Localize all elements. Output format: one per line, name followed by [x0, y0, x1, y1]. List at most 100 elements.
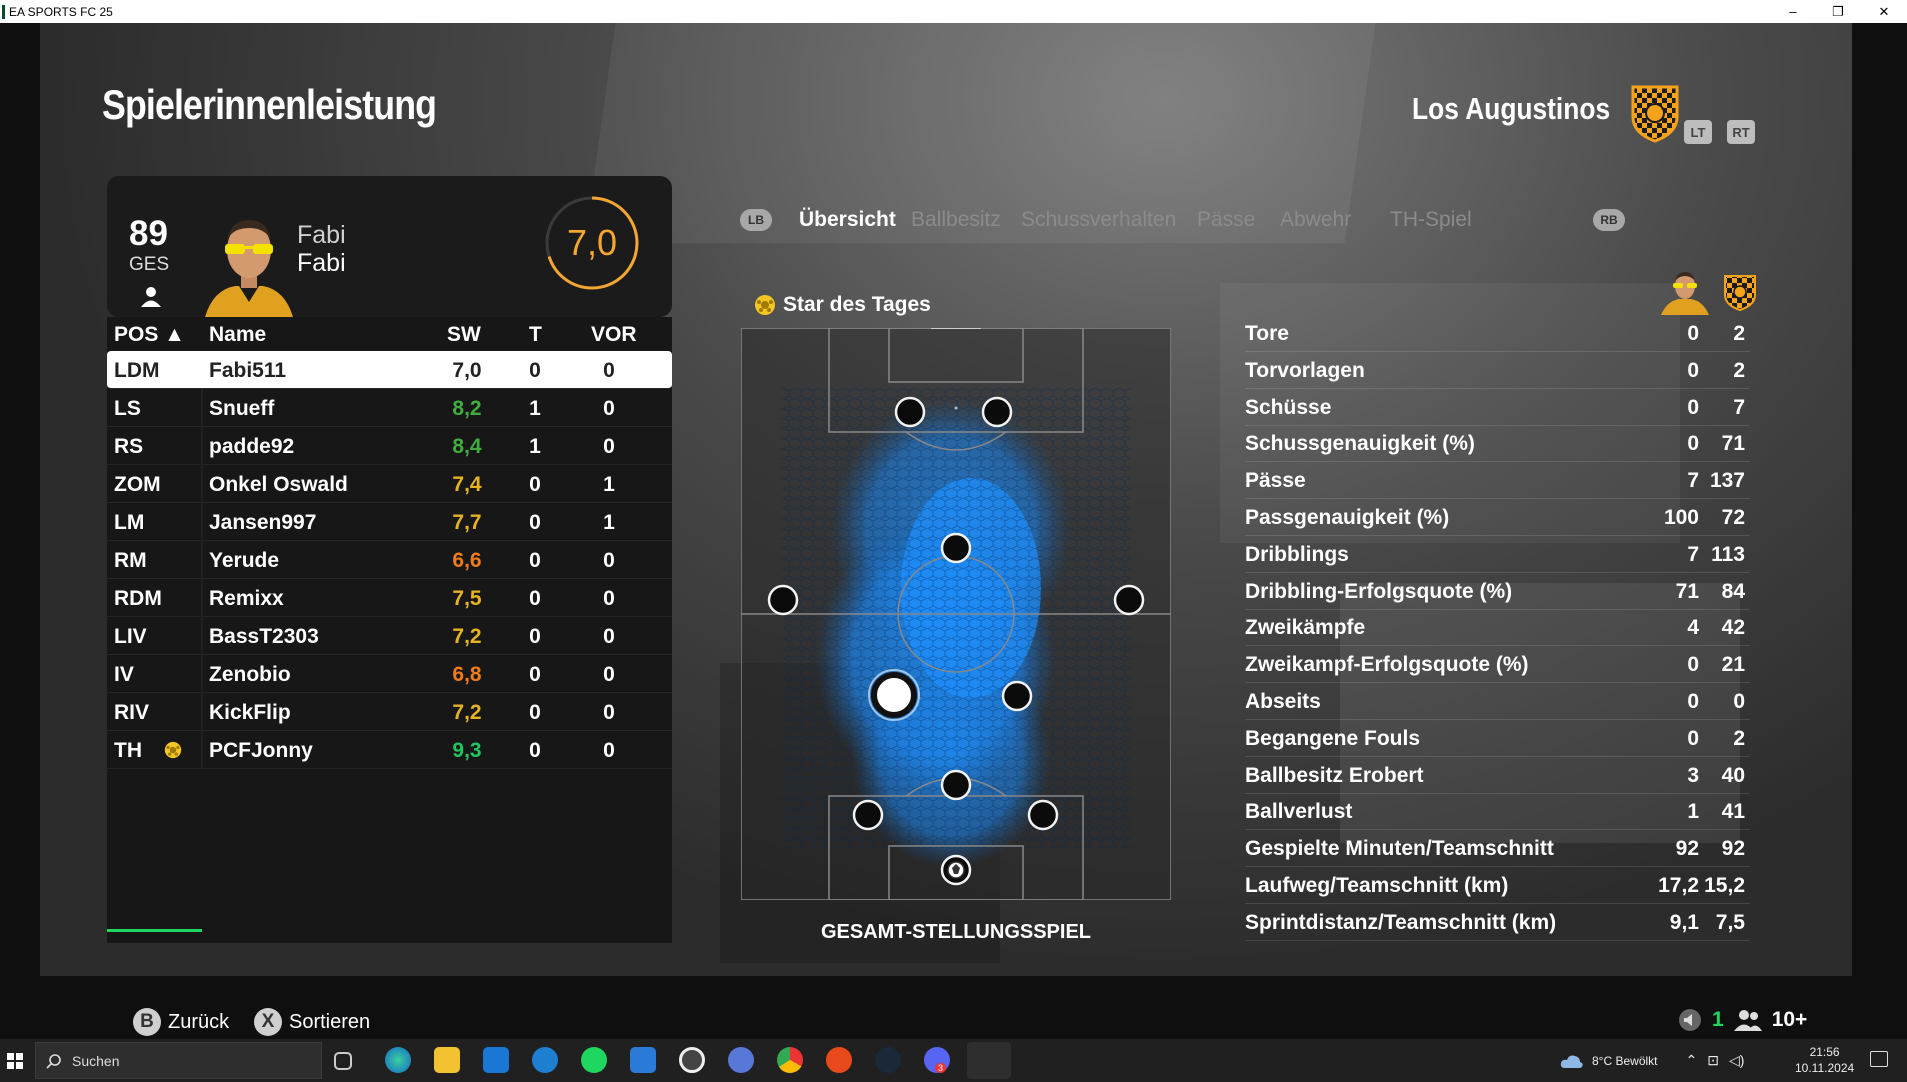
- table-row[interactable]: LS Snueff 8,2 1 0: [107, 389, 672, 427]
- row-position: LDM: [114, 359, 160, 382]
- window-title: EA SPORTS FC 25: [9, 4, 113, 19]
- row-rating: 7,4: [452, 473, 482, 496]
- table-row[interactable]: ZOM Onkel Oswald 7,4 0 1: [107, 465, 672, 503]
- row-goals: 1: [529, 397, 541, 420]
- app-icon-purple[interactable]: [728, 1047, 754, 1073]
- fc25-taskbar-icon[interactable]: [967, 1042, 1011, 1079]
- row-position: IV: [114, 663, 134, 686]
- chrome-icon[interactable]: [777, 1047, 803, 1073]
- app-icon-blue[interactable]: [532, 1047, 558, 1073]
- obs-icon[interactable]: [679, 1047, 705, 1073]
- row-player-name: padde92: [209, 435, 295, 458]
- clock[interactable]: 21:56 10.11.2024: [1795, 1044, 1854, 1076]
- close-button[interactable]: ✕: [1878, 3, 1890, 19]
- table-row[interactable]: RIV KickFlip 7,2 0 0: [107, 693, 672, 731]
- maximize-button[interactable]: ❐: [1832, 3, 1844, 19]
- stat-team-value: 2: [1733, 322, 1745, 345]
- table-row[interactable]: LM Jansen997 7,7 0 1: [107, 503, 672, 541]
- tab-abwehr[interactable]: Abwehr: [1280, 208, 1352, 231]
- tab-schussverhalten[interactable]: Schussverhalten: [1021, 208, 1177, 231]
- stat-row: Ballbesitz Erobert 3 40: [1245, 758, 1750, 794]
- page-title: Spielerinnenleistung: [102, 81, 437, 128]
- star-of-day-icon: [755, 295, 775, 315]
- stat-row: Zweikampf-Erfolgsquote (%) 0 21: [1245, 647, 1750, 684]
- stat-player-value: 1: [1687, 800, 1699, 824]
- sort-button[interactable]: X Sortieren: [254, 1008, 370, 1036]
- table-row[interactable]: LDM Fabi511 7,0 0 0: [107, 351, 672, 389]
- tab-uebersicht[interactable]: Übersicht: [799, 208, 896, 231]
- table-row[interactable]: RDM Remixx 7,5 0 0: [107, 579, 672, 617]
- tab-paesse[interactable]: Pässe: [1197, 208, 1256, 231]
- tab-th-spiel[interactable]: TH-Spiel: [1390, 208, 1472, 231]
- player-portrait: [205, 220, 293, 317]
- stat-player-value: 0: [1687, 395, 1699, 419]
- ea-app-icon[interactable]: [826, 1047, 852, 1073]
- steam-icon[interactable]: [875, 1047, 901, 1073]
- stat-player-value: 100: [1663, 506, 1699, 529]
- taskbar-search[interactable]: Suchen: [35, 1042, 322, 1079]
- tab-ballbesitz[interactable]: Ballbesitz: [911, 208, 1001, 231]
- table-row[interactable]: RM Yerude 6,6 0 0: [107, 541, 672, 579]
- row-player-name: Zenobio: [209, 663, 291, 686]
- weather-label[interactable]: 8°C Bewölkt: [1592, 1053, 1658, 1068]
- stat-row: Pässe 7 137: [1245, 463, 1750, 500]
- star-of-day-label: Star des Tages: [783, 293, 931, 316]
- header-pos[interactable]: POS ▲: [114, 323, 185, 346]
- back-button[interactable]: B Zurück: [133, 1008, 229, 1036]
- lb-button[interactable]: LB: [740, 209, 772, 231]
- stat-label: Abseits: [1245, 690, 1321, 713]
- row-goals: 1: [529, 435, 541, 458]
- stat-label: Tore: [1245, 322, 1289, 345]
- network-icon[interactable]: ⊡: [1707, 1052, 1719, 1068]
- stat-label: Laufweg/Teamschnitt (km): [1245, 874, 1509, 897]
- table-row[interactable]: TH PCFJonny 9,3 0 0: [107, 731, 672, 769]
- task-view-icon[interactable]: [334, 1052, 352, 1070]
- row-separator: [201, 693, 203, 731]
- volume-icon[interactable]: ◁): [1728, 1052, 1745, 1068]
- table-row[interactable]: LIV BassT2303 7,2 0 0: [107, 617, 672, 655]
- sort-indicator: [107, 929, 202, 932]
- app-icon: [2, 4, 5, 19]
- stat-label: Gespielte Minuten/Teamschnitt: [1245, 837, 1554, 861]
- minimize-button[interactable]: –: [1789, 4, 1797, 19]
- stat-row: Ballverlust 1 41: [1245, 794, 1750, 831]
- tray-chevron-icon[interactable]: ⌃: [1685, 1052, 1698, 1068]
- stat-team-value: 0: [1733, 690, 1745, 713]
- start-button[interactable]: [0, 1039, 30, 1082]
- party-count: 10+: [1771, 1008, 1808, 1031]
- notification-badge: 3: [935, 1063, 947, 1073]
- star-of-day-icon: [164, 741, 182, 759]
- windows-icon: [7, 1052, 23, 1069]
- stat-label: Passgenauigkeit (%): [1245, 506, 1450, 529]
- row-position: RS: [114, 435, 144, 458]
- spotify-icon[interactable]: [581, 1047, 607, 1073]
- lt-button[interactable]: LT: [1684, 120, 1712, 144]
- store-icon[interactable]: [483, 1047, 509, 1073]
- voice-chat-icon: [1679, 1009, 1701, 1031]
- row-position: LM: [114, 511, 145, 534]
- stat-player-value: 0: [1687, 432, 1699, 456]
- overall-rating: 89: [129, 214, 168, 253]
- stat-label: Dribbling-Erfolgsquote (%): [1245, 579, 1513, 603]
- row-rating: 7,5: [452, 587, 482, 610]
- notifications-icon[interactable]: [1870, 1051, 1888, 1067]
- rb-button[interactable]: RB: [1593, 209, 1625, 231]
- mail-icon[interactable]: [630, 1047, 656, 1073]
- row-assists: 0: [603, 549, 615, 572]
- header-vor[interactable]: VOR: [591, 323, 637, 346]
- stat-player-value: 9,1: [1669, 910, 1699, 934]
- row-assists: 0: [603, 663, 615, 686]
- rt-button[interactable]: RT: [1727, 120, 1755, 144]
- header-name[interactable]: Name: [209, 323, 267, 346]
- stat-player-value: 0: [1687, 653, 1699, 677]
- row-separator: [201, 465, 203, 503]
- explorer-icon[interactable]: [434, 1047, 460, 1073]
- edge-icon[interactable]: [385, 1047, 411, 1073]
- table-row[interactable]: RS padde92 8,4 1 0: [107, 427, 672, 465]
- pitch-caption: GESAMT-STELLUNGSSPIEL: [820, 921, 1092, 943]
- table-row[interactable]: IV Zenobio 6,8 0 0: [107, 655, 672, 693]
- row-rating: 9,3: [452, 739, 482, 762]
- header-sw[interactable]: SW: [447, 323, 481, 346]
- row-rating: 7,7: [452, 511, 482, 534]
- header-t[interactable]: T: [529, 323, 542, 346]
